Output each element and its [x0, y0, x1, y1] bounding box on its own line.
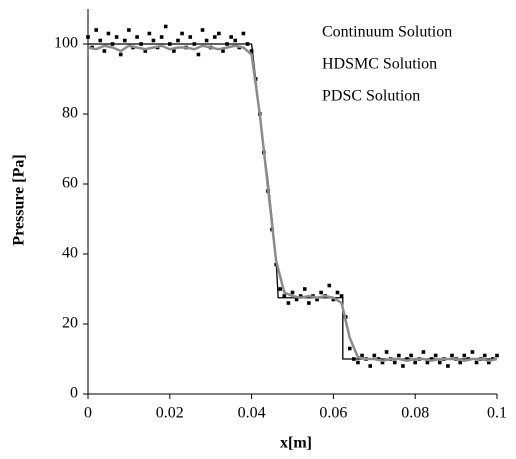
- data-point: [180, 31, 184, 36]
- data-point: [286, 301, 291, 305]
- y-tick-label: 80: [62, 105, 78, 122]
- data-point: [204, 38, 209, 43]
- x-tick-label: 0.1: [487, 405, 507, 422]
- data-point: [200, 28, 205, 32]
- data-point: [392, 360, 397, 365]
- data-point: [139, 42, 143, 46]
- data-point: [433, 353, 438, 358]
- data-point: [127, 28, 131, 32]
- legend-label: HDSMC Solution: [322, 56, 437, 73]
- data-point: [298, 294, 303, 298]
- data-point: [249, 49, 254, 53]
- x-axis-label: x[m]: [280, 435, 312, 452]
- y-axis-label: Pressure [Pa]: [11, 154, 28, 245]
- data-point: [123, 38, 127, 43]
- data-point: [147, 31, 152, 36]
- data-point: [143, 49, 148, 53]
- data-point: [290, 290, 295, 295]
- data-point: [401, 364, 405, 368]
- data-point: [327, 283, 332, 288]
- data-point: [425, 360, 430, 365]
- y-tick-label: 40: [62, 245, 78, 262]
- data-point: [106, 31, 111, 36]
- data-point: [421, 350, 426, 354]
- data-point: [384, 350, 389, 354]
- data-point: [307, 301, 311, 305]
- data-point: [192, 42, 197, 46]
- data-point: [458, 360, 462, 365]
- data-point: [188, 35, 193, 39]
- data-point: [94, 28, 98, 32]
- series-line: [87, 44, 498, 363]
- data-point: [405, 357, 409, 361]
- data-point: [474, 360, 479, 365]
- data-point: [397, 353, 401, 358]
- data-point: [241, 31, 246, 36]
- data-point: [462, 353, 467, 358]
- data-point: [380, 360, 385, 365]
- data-point: [282, 294, 287, 298]
- data-point: [86, 35, 90, 39]
- data-point: [110, 42, 115, 46]
- data-point: [331, 297, 336, 302]
- x-tick-label: 0.06: [319, 405, 347, 422]
- data-point: [450, 353, 454, 358]
- data-point: [360, 353, 364, 358]
- data-point: [168, 42, 172, 46]
- data-point: [163, 24, 168, 29]
- x-tick-label: 0.08: [401, 405, 429, 422]
- data-point: [372, 353, 377, 358]
- data-point: [356, 360, 360, 365]
- y-tick-label: 60: [62, 175, 78, 192]
- data-point: [315, 297, 319, 302]
- data-point: [437, 360, 442, 365]
- data-point: [196, 52, 201, 57]
- data-point: [294, 297, 299, 302]
- data-point: [339, 294, 344, 298]
- legend-label: Continuum Solution: [322, 24, 452, 41]
- y-tick-label: 0: [70, 385, 78, 402]
- data-point: [278, 287, 283, 291]
- x-tick-label: 0.04: [238, 405, 266, 422]
- data-point: [319, 290, 323, 295]
- legend-label: PDSC Solution: [322, 88, 420, 105]
- data-point: [233, 38, 238, 43]
- data-point: [159, 35, 164, 39]
- data-point: [347, 346, 352, 351]
- data-point: [176, 38, 180, 43]
- data-point: [413, 360, 417, 365]
- data-point: [335, 290, 340, 295]
- data-point: [352, 357, 356, 361]
- data-point: [102, 49, 107, 53]
- data-point: [135, 35, 139, 39]
- series-line: [88, 43, 497, 360]
- data-point: [221, 49, 225, 53]
- data-point: [229, 35, 233, 39]
- data-point: [217, 31, 221, 36]
- x-tick-label: 0.02: [156, 405, 184, 422]
- data-point: [368, 364, 373, 368]
- data-point: [429, 357, 434, 361]
- data-point: [302, 287, 307, 291]
- data-point: [114, 35, 119, 39]
- data-point: [446, 364, 450, 368]
- y-tick-label: 100: [54, 35, 78, 52]
- y-tick-label: 20: [62, 315, 78, 332]
- data-point: [495, 353, 499, 358]
- data-point: [225, 42, 229, 46]
- data-point: [151, 38, 156, 43]
- data-point: [118, 52, 123, 57]
- data-point: [409, 353, 413, 358]
- x-tick-label: 0: [84, 405, 92, 422]
- data-point: [245, 42, 250, 46]
- data-point: [482, 353, 487, 358]
- data-point: [212, 35, 217, 39]
- data-point: [98, 38, 103, 43]
- data-point: [172, 49, 176, 53]
- data-point: [470, 350, 475, 354]
- data-point: [487, 360, 491, 365]
